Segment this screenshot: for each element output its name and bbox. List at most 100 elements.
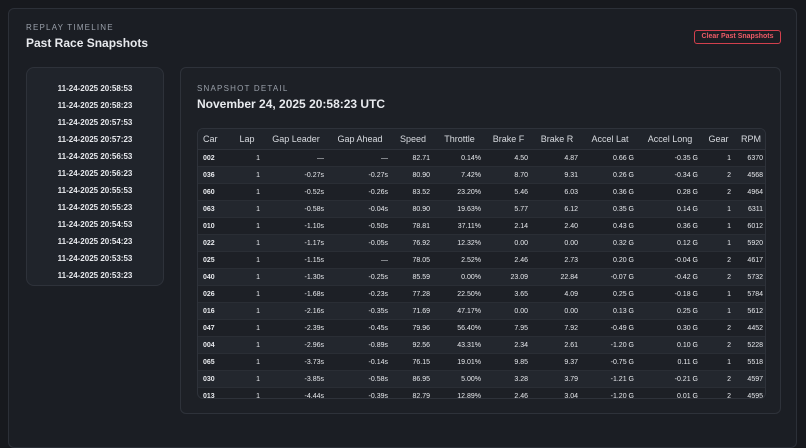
table-row: 025 1 -1.15s —78.05 2.52% 2.46 2.73 0.20 G -0.04…: [198, 251, 765, 269]
table-cell: 0.35 G: [582, 200, 638, 218]
snapshot-item[interactable]: 11-24-2025 20:54:53: [57, 220, 133, 229]
snapshot-item[interactable]: 11-24-2025 20:57:23: [57, 135, 133, 144]
table-cell: 5612: [735, 302, 765, 320]
table-cell: 025: [198, 251, 230, 269]
table-cell: 047: [198, 319, 230, 337]
header-row: Car Lap Gap Leader Gap Ahead Speed Throttle Br…: [198, 129, 765, 150]
table-cell: 2.46: [485, 387, 532, 398]
table-cell: 0.25 G: [638, 302, 702, 320]
table-cell: 3.79: [532, 370, 582, 388]
table-cell: 6311: [735, 200, 765, 218]
table-box: Car Lap Gap Leader Gap Ahead Speed Throttle Br…: [197, 128, 766, 399]
snapshot-item[interactable]: 11-24-2025 20:57:53: [57, 118, 133, 127]
table-cell: -0.27s: [264, 166, 328, 184]
table-cell: 23.20%: [434, 183, 485, 201]
table-cell: 76.15: [392, 353, 434, 371]
table-cell: 80.90: [392, 166, 434, 184]
table-cell: 004: [198, 336, 230, 354]
table-cell: 19.63%: [434, 200, 485, 218]
table-cell: 0.00: [485, 234, 532, 252]
table-cell: 85.59: [392, 268, 434, 286]
table-cell: -1.20 G: [582, 387, 638, 398]
table-cell: -1.10s: [264, 217, 328, 235]
table-cell: 3.65: [485, 285, 532, 303]
snapshot-item[interactable]: 11-24-2025 20:55:53: [57, 186, 133, 195]
table-cell: 2.14: [485, 217, 532, 235]
table-cell: -0.35s: [328, 302, 392, 320]
table-cell: 12.32%: [434, 234, 485, 252]
table-cell: 2: [702, 370, 735, 388]
snapshot-item[interactable]: 11-24-2025 20:53:23: [57, 271, 133, 280]
snapshot-item[interactable]: 11-24-2025 20:58:53: [57, 84, 133, 93]
table-cell: 1: [230, 302, 264, 320]
table-row: 022 1 -1.17s -0.05s 76.92 12.32% 0.00 0.00 0.32 …: [198, 234, 765, 252]
table-cell: -2.16s: [264, 302, 328, 320]
snapshot-item[interactable]: 11-24-2025 20:56:23: [57, 169, 133, 178]
table: Car Lap Gap Leader Gap Ahead Speed Throttle Br…: [198, 129, 765, 398]
table-row: 036 1 -0.27s -0.27s 80.90 7.42% 8.70 9.31 0.26 G…: [198, 166, 765, 184]
table-cell: -0.26s: [328, 183, 392, 201]
table-cell: -0.34 G: [638, 166, 702, 184]
table-cell: -0.18 G: [638, 285, 702, 303]
snapshot-item[interactable]: 11-24-2025 20:56:53: [57, 152, 133, 161]
table-cell: 5.46: [485, 183, 532, 201]
table-cell: 0.01 G: [638, 387, 702, 398]
table-cell: -1.15s: [264, 251, 328, 269]
table-row: 065 1 -3.73s -0.14s 76.15 19.01% 9.85 9.37 -0.75…: [198, 353, 765, 371]
table-cell: 71.69: [392, 302, 434, 320]
table-cell: 0.00: [532, 234, 582, 252]
table-cell: 86.95: [392, 370, 434, 388]
table-cell: —: [328, 251, 392, 269]
column-header: Accel Long: [638, 129, 702, 150]
column-header: Car: [198, 129, 230, 150]
detail-title: November 24, 2025 20:58:23 UTC: [197, 97, 386, 111]
table-cell: 1: [230, 387, 264, 398]
snapshot-item[interactable]: 11-24-2025 20:55:23: [57, 203, 133, 212]
table-cell: 1: [230, 234, 264, 252]
table-cell: 002: [198, 149, 230, 167]
table-cell: 78.81: [392, 217, 434, 235]
table-cell: 4964: [735, 183, 765, 201]
table-cell: 5.00%: [434, 370, 485, 388]
table-cell: 065: [198, 353, 230, 371]
table-cell: -0.04 G: [638, 251, 702, 269]
table-row: 047 1 -2.39s -0.45s 79.96 56.40% 7.95 7.92 -0.49…: [198, 319, 765, 337]
table-cell: 036: [198, 166, 230, 184]
table-cell: 026: [198, 285, 230, 303]
table-cell: -0.35 G: [638, 149, 702, 167]
eyebrow: SNAPSHOT DETAIL: [197, 84, 289, 93]
table-cell: 2.61: [532, 336, 582, 354]
table-cell: 6370: [735, 149, 765, 167]
snapshot-item[interactable]: 11-24-2025 20:53:53: [57, 254, 133, 263]
table-cell: 7.92: [532, 319, 582, 337]
table-cell: 2.52%: [434, 251, 485, 269]
table-cell: 4597: [735, 370, 765, 388]
table-cell: 2: [702, 336, 735, 354]
clear-button[interactable]: Clear Past Snapshots: [694, 30, 781, 44]
detail-panel: SNAPSHOT DETAIL November 24, 2025 20:58:…: [180, 67, 781, 414]
table-cell: -0.42 G: [638, 268, 702, 286]
table-cell: 0.66 G: [582, 149, 638, 167]
table-cell: 010: [198, 217, 230, 235]
table-cell: 6.03: [532, 183, 582, 201]
table-cell: 013: [198, 387, 230, 398]
column-header: RPM: [735, 129, 765, 150]
table-cell: -0.45s: [328, 319, 392, 337]
table-cell: -1.21 G: [582, 370, 638, 388]
table-row: 030 1 -3.85s -0.58s 86.95 5.00% 3.28 3.79 -1.21 …: [198, 370, 765, 388]
table-cell: 1: [702, 285, 735, 303]
snapshot-item[interactable]: 11-24-2025 20:54:23: [57, 237, 133, 246]
table-cell: -0.27s: [328, 166, 392, 184]
table-cell: 79.96: [392, 319, 434, 337]
table-cell: 3.28: [485, 370, 532, 388]
table-cell: 2.73: [532, 251, 582, 269]
table-cell: 0.36 G: [582, 183, 638, 201]
table-cell: 2: [702, 319, 735, 337]
table-cell: -0.21 G: [638, 370, 702, 388]
table-cell: —: [328, 149, 392, 167]
table-cell: -2.39s: [264, 319, 328, 337]
table-row: 063 1 -0.58s -0.04s 80.90 19.63% 5.77 6.12 0.35 …: [198, 200, 765, 218]
table-cell: 4568: [735, 166, 765, 184]
snapshot-item[interactable]: 11-24-2025 20:58:23: [57, 101, 133, 110]
table-row: 002 1— —82.71 0.14% 4.50 4.87 0.66 G -0.35 G 1 63…: [198, 149, 765, 167]
